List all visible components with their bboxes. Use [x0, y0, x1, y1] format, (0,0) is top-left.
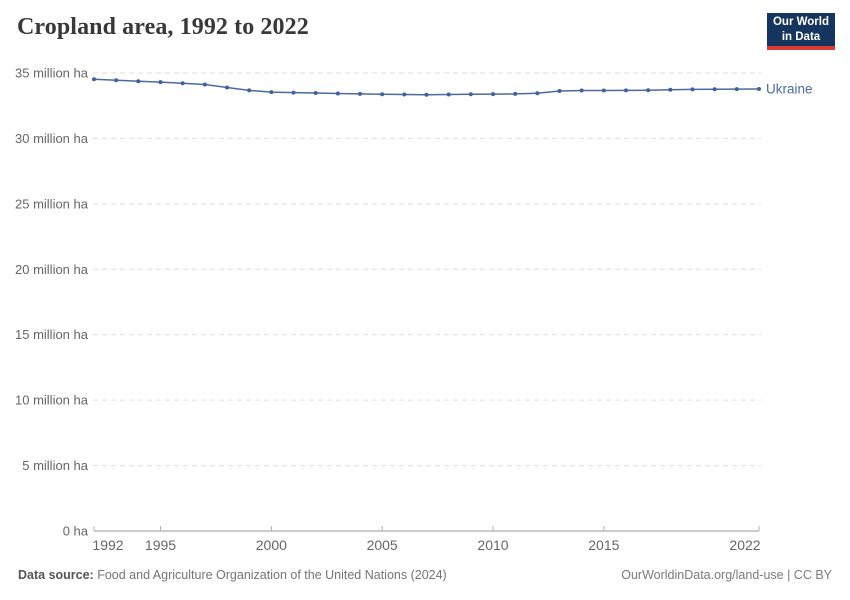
data-point[interactable] — [291, 90, 296, 95]
data-point[interactable] — [247, 88, 252, 93]
data-point[interactable] — [668, 87, 673, 92]
data-point[interactable] — [202, 82, 207, 87]
data-point[interactable] — [114, 78, 119, 83]
entity-label[interactable]: Ukraine — [766, 81, 813, 96]
data-point[interactable] — [491, 92, 495, 97]
x-axis-tick-label: 2015 — [588, 537, 619, 553]
data-point[interactable] — [269, 90, 274, 95]
y-axis-tick-label: 30 million ha — [15, 131, 89, 146]
data-point[interactable] — [601, 88, 606, 93]
data-point[interactable] — [313, 91, 318, 96]
data-point[interactable] — [380, 92, 385, 97]
data-point[interactable] — [402, 92, 407, 97]
y-axis-tick-label: 20 million ha — [15, 262, 89, 277]
chart-footer: Data source: Food and Agriculture Organi… — [18, 568, 832, 582]
data-source-text: Food and Agriculture Organization of the… — [93, 568, 447, 582]
data-point[interactable] — [712, 87, 717, 92]
data-point[interactable] — [136, 79, 141, 84]
data-point[interactable] — [180, 81, 185, 86]
data-point[interactable] — [646, 88, 651, 93]
y-axis-tick-label: 35 million ha — [15, 66, 89, 81]
data-point[interactable] — [92, 77, 96, 82]
data-point[interactable] — [690, 87, 695, 92]
chart-header: Cropland area, 1992 to 2022 Our World in… — [0, 0, 850, 58]
data-point[interactable] — [225, 85, 229, 90]
x-axis-tick-label: 2010 — [477, 537, 508, 553]
owid-logo[interactable]: Our World in Data — [767, 13, 835, 50]
data-point[interactable] — [535, 91, 540, 96]
x-axis-tick-label: 2005 — [367, 537, 398, 553]
x-axis-tick-label: 1992 — [92, 537, 123, 553]
data-point[interactable] — [557, 89, 562, 94]
x-axis-tick-label: 2000 — [256, 537, 287, 553]
y-axis-tick-label: 25 million ha — [15, 196, 89, 211]
data-point[interactable] — [734, 87, 739, 92]
x-axis-tick-label: 1995 — [145, 537, 176, 553]
y-axis-tick-label: 15 million ha — [15, 327, 89, 342]
page-title: Cropland area, 1992 to 2022 — [17, 14, 309, 40]
owid-license-link[interactable]: OurWorldinData.org/land-use | CC BY — [621, 568, 832, 582]
data-point[interactable] — [446, 92, 451, 97]
data-point[interactable] — [358, 91, 362, 96]
data-point[interactable] — [468, 92, 473, 97]
data-source-label: Data source: — [18, 568, 94, 582]
data-point[interactable] — [757, 86, 761, 91]
data-source-note: Data source: Food and Agriculture Organi… — [18, 568, 447, 582]
x-axis-tick-label: 2022 — [729, 537, 760, 553]
y-axis-tick-label: 0 ha — [63, 524, 89, 539]
data-point[interactable] — [513, 91, 518, 96]
data-point[interactable] — [158, 80, 163, 85]
y-axis-tick-label: 5 million ha — [22, 458, 89, 473]
data-point[interactable] — [624, 88, 628, 93]
owid-logo-line2: in Data — [781, 30, 821, 43]
data-point[interactable] — [579, 88, 584, 93]
owid-logo-line1: Our World — [772, 16, 829, 29]
data-point[interactable] — [424, 92, 429, 97]
data-point[interactable] — [335, 91, 340, 96]
y-axis-tick-label: 10 million ha — [15, 393, 89, 408]
data-line[interactable] — [93, 78, 760, 96]
